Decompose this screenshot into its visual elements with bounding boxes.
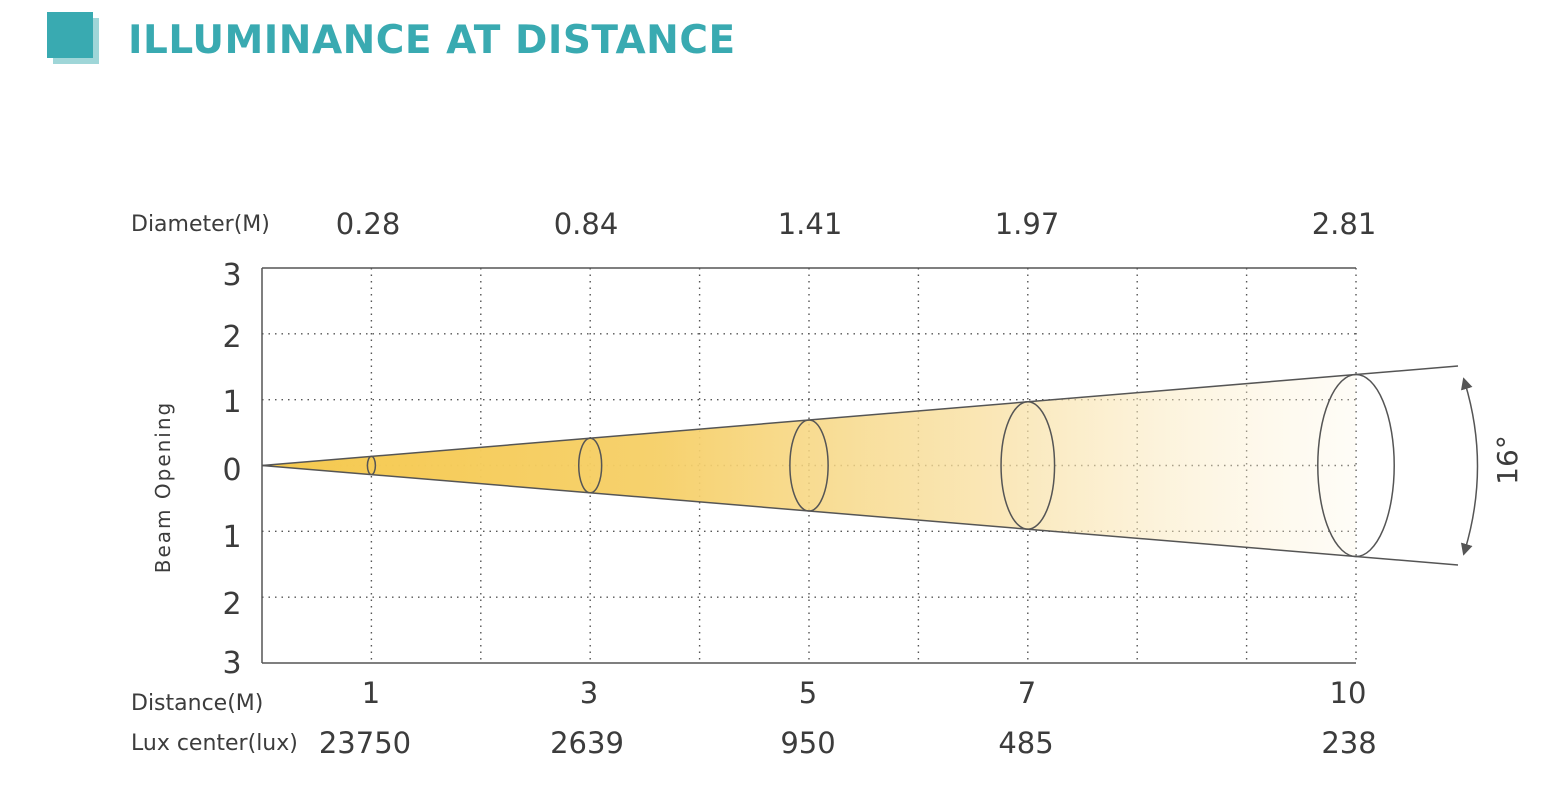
y-tick-label: 1 (222, 385, 241, 420)
beam-sections (366, 373, 1395, 558)
beam-angle-arrow (1460, 377, 1479, 556)
beam-section-7m (1000, 401, 1056, 530)
diameter-value: 1.41 (778, 207, 843, 241)
beam-section-3m (577, 437, 603, 494)
y-tick-label: 3 (222, 258, 241, 293)
distance-value: 1 (362, 676, 380, 710)
y-axis-label: Beam Opening (151, 401, 175, 573)
lux-value: 950 (780, 726, 835, 760)
lux-value: 485 (998, 726, 1053, 760)
value-rows: 0.28 0.84 1.41 1.97 2.81 1 3 5 7 10 23750 2639 950 48… (319, 207, 1377, 760)
beam-section-10m (1317, 373, 1395, 558)
distance-row-label: Distance(M) (131, 691, 263, 716)
distance-value: 7 (1018, 676, 1036, 710)
beam-edge-top (261, 365, 1459, 467)
y-tick-label: 1 (222, 520, 241, 555)
beam-edge-bottom (261, 464, 1459, 566)
diameter-row-label: Diameter(M) (131, 212, 270, 237)
beam-section-5m (789, 419, 829, 512)
title-square-icon (47, 12, 93, 58)
lux-row-label: Lux center(lux) (131, 731, 298, 756)
distance-value: 3 (580, 676, 598, 710)
beam-angle-label: 16° (1491, 435, 1524, 485)
distance-value: 10 (1330, 676, 1367, 710)
diameter-value: 2.81 (1312, 207, 1377, 241)
lux-value: 23750 (319, 726, 411, 760)
diameter-value: 0.84 (554, 207, 619, 241)
y-tick-label: 2 (222, 320, 241, 355)
plot-frame (261, 267, 1356, 664)
y-tick-label: 0 (222, 453, 241, 488)
distance-value: 5 (799, 676, 817, 710)
beam (261, 365, 1459, 566)
diameter-value: 1.97 (995, 207, 1060, 241)
lux-value: 238 (1321, 726, 1376, 760)
y-tick-label: 2 (222, 587, 241, 622)
lux-value: 2639 (550, 726, 624, 760)
beam-section-1m (366, 455, 377, 476)
y-ticks: 3 2 1 0 1 2 3 (222, 258, 241, 681)
diameter-value: 0.28 (336, 207, 401, 241)
y-tick-label: 3 (222, 646, 241, 681)
page-title: ILLUMINANCE AT DISTANCE (128, 18, 736, 63)
beam-cone (262, 374, 1356, 557)
